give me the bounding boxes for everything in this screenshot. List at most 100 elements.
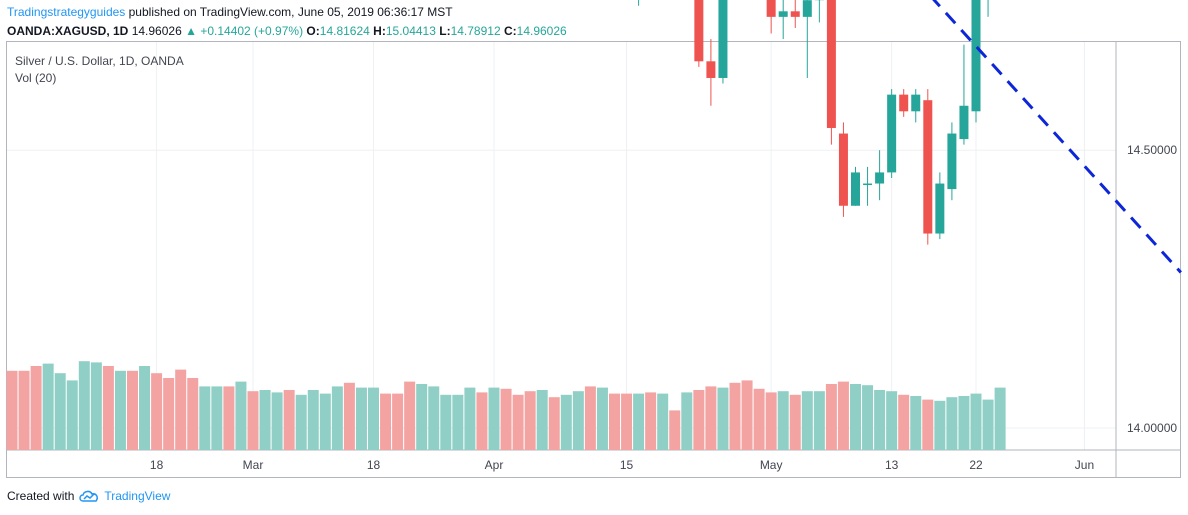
x-tick-label: May [760,458,783,472]
candle-body [802,0,812,17]
volume-bar [584,386,596,450]
volume-bar [560,394,572,450]
high-label: H: [373,24,386,38]
high-value: 15.04413 [385,24,436,38]
candle-body [971,0,981,112]
volume-indicator-label: Vol (20) [15,71,57,85]
volume-bar [392,393,404,450]
chart-frame[interactable] [6,41,1181,478]
volume-bar [295,394,307,450]
candle-body [706,61,716,78]
x-tick-label: Apr [485,458,504,472]
candle-body [826,0,836,128]
volume-bar [416,384,428,450]
y-tick-label: 14.00000 [1127,421,1177,435]
volume-bar [211,386,223,450]
last-price: 14.96026 [131,24,182,38]
volume-bar [464,387,476,450]
volume-bar [729,382,741,450]
volume-bar [850,384,861,450]
candle-body [851,172,860,206]
x-tick-label: 22 [969,458,983,472]
tradingview-brand-link[interactable]: TradingView [104,489,171,503]
volume-bar [910,396,922,450]
volume-bar [127,370,138,450]
volume-bar [874,390,886,450]
volume-bar [524,391,536,450]
ohlc-values: O:14.81624 H:15.04413 L:14.78912 C:14.96… [306,24,566,38]
volume-bar [259,390,271,450]
volume-bar [512,394,524,450]
volume-bar [6,370,18,450]
volume-bar [428,386,440,450]
x-tick-label: 18 [367,458,381,472]
publish-line: Tradingstrategyguides published on Tradi… [7,3,1182,22]
created-with-text: Created with [7,489,75,503]
candle-body [694,0,704,62]
resistance-trendline [932,0,1182,274]
candle-body [778,11,788,17]
volume-bar [645,392,657,450]
volume-bar [536,390,548,450]
volume-bar [837,381,849,450]
volume-bar [705,386,717,450]
volume-bar [355,387,367,450]
volume-bar [717,387,729,450]
candle-body [863,183,873,186]
chart-legend: Silver / U.S. Dollar, 1D, OANDA Vol (20) [15,53,184,87]
x-tick-label: Mar [243,458,264,472]
volume-bar [343,382,355,450]
change-arrow-icon: ▲ [185,24,197,38]
volume-bar [139,366,151,450]
volume-bar [789,394,801,450]
volume-bar [319,393,331,450]
volume-bar [982,399,994,450]
tradingview-cloud-icon [79,490,99,502]
volume-bar [114,370,126,450]
volume-bar [404,381,416,450]
author-link[interactable]: Tradingstrategyguides [7,5,126,19]
volume-bar [681,392,693,450]
volume-bar [30,366,42,450]
volume-bar [163,378,175,450]
x-tick-label: Jun [1075,458,1094,472]
volume-bar [934,400,946,450]
volume-bar [452,394,464,450]
volume-bar [368,387,379,450]
close-value: 14.96026 [516,24,567,38]
volume-bar [970,393,982,450]
volume-bar [621,393,633,450]
volume-bar [862,385,874,450]
candle-body [875,172,885,184]
volume-bar [18,370,30,450]
y-tick-label: 14.50000 [1127,143,1177,157]
volume-bar [609,393,620,450]
volume-bar [187,378,199,450]
volume-bar [151,373,163,450]
volume-bar [175,369,187,450]
series-title: Silver / U.S. Dollar, 1D, OANDA [15,54,184,68]
volume-bar [283,390,295,450]
candle-body [887,94,897,173]
low-value: 14.78912 [450,24,501,38]
x-tick-label: 18 [150,458,164,472]
volume-bar [741,380,753,450]
volume-bar [42,363,54,450]
volume-bar [886,391,898,450]
volume-bar [669,410,681,450]
volume-bar [813,391,825,450]
volume-bar [657,393,669,450]
chart-header: Tradingstrategyguides published on Tradi… [7,3,1182,41]
published-text: published on TradingView.com, June 05, 2… [125,5,453,19]
volume-bar [331,386,343,450]
candle-body [766,0,776,17]
volume-bar [223,386,235,450]
candle-body [899,94,909,112]
volume-bar [548,397,560,450]
candle-body [947,133,957,190]
volume-bar [102,366,114,450]
low-label: L: [439,24,451,38]
volume-bar [440,394,452,450]
close-label: C: [503,24,517,38]
